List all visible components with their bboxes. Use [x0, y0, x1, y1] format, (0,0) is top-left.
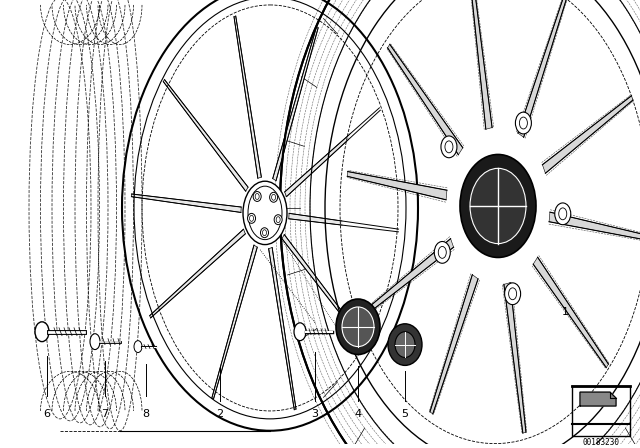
Polygon shape [580, 392, 616, 406]
Polygon shape [163, 80, 248, 191]
Ellipse shape [336, 299, 380, 354]
Ellipse shape [460, 155, 536, 258]
Ellipse shape [274, 215, 282, 224]
Ellipse shape [388, 324, 422, 366]
Polygon shape [131, 194, 241, 212]
Polygon shape [363, 239, 454, 316]
Polygon shape [470, 0, 492, 129]
Ellipse shape [395, 332, 415, 358]
Polygon shape [504, 283, 526, 433]
Polygon shape [273, 27, 318, 181]
Text: 8: 8 [143, 409, 150, 419]
Ellipse shape [294, 323, 306, 340]
Ellipse shape [555, 203, 571, 225]
Ellipse shape [280, 0, 640, 448]
Text: 1: 1 [561, 307, 568, 317]
Polygon shape [285, 108, 380, 197]
Polygon shape [533, 257, 609, 368]
Ellipse shape [243, 181, 287, 245]
Ellipse shape [248, 213, 255, 223]
Polygon shape [518, 0, 566, 137]
Ellipse shape [515, 112, 531, 134]
Polygon shape [234, 16, 261, 178]
Polygon shape [150, 229, 245, 318]
Ellipse shape [253, 192, 261, 202]
Polygon shape [212, 245, 257, 399]
Ellipse shape [441, 136, 457, 158]
Text: 5: 5 [401, 409, 408, 419]
Text: 6: 6 [44, 409, 51, 419]
Ellipse shape [470, 168, 526, 244]
Ellipse shape [342, 307, 374, 347]
Ellipse shape [90, 334, 100, 349]
Text: 00183230: 00183230 [582, 438, 620, 447]
Text: 4: 4 [355, 409, 362, 419]
Ellipse shape [260, 228, 269, 237]
Polygon shape [269, 247, 296, 410]
Polygon shape [430, 275, 478, 414]
Ellipse shape [504, 283, 520, 305]
Polygon shape [543, 96, 633, 173]
Polygon shape [549, 212, 640, 241]
Polygon shape [348, 172, 447, 200]
Polygon shape [282, 235, 367, 346]
Polygon shape [388, 44, 463, 155]
Polygon shape [289, 213, 399, 232]
Ellipse shape [122, 0, 418, 431]
Text: 2: 2 [216, 409, 223, 419]
Text: 3: 3 [312, 409, 319, 419]
Ellipse shape [435, 241, 451, 263]
Ellipse shape [35, 322, 49, 342]
Ellipse shape [134, 340, 142, 353]
Ellipse shape [269, 192, 278, 202]
Ellipse shape [342, 0, 640, 442]
Text: 7: 7 [101, 409, 109, 419]
